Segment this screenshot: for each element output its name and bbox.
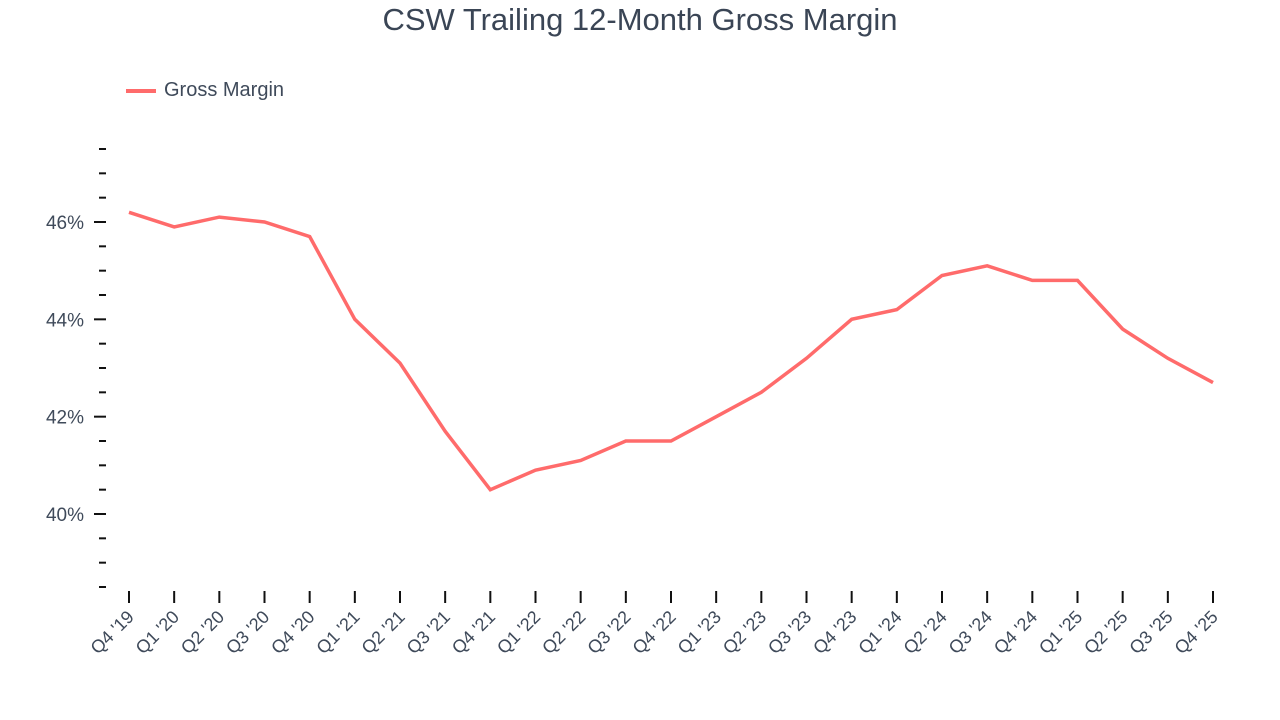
gross-margin-line [128, 210, 1214, 492]
legend-line-swatch-icon [126, 88, 156, 93]
y-tick-label: 46% [46, 213, 84, 234]
y-tick-label: 42% [46, 408, 84, 429]
y-tick-label: 40% [46, 505, 84, 526]
x-tick-label: Q1 '23 [674, 607, 725, 658]
x-tick-label: Q2 '24 [900, 607, 951, 658]
y-tick-label: 44% [46, 310, 84, 331]
x-tick-label: Q3 '24 [945, 607, 996, 658]
x-tick-label: Q2 '21 [358, 607, 409, 658]
x-tick-label: Q2 '25 [1080, 607, 1131, 658]
x-tick-label: Q4 '19 [87, 607, 138, 658]
x-tick-label: Q4 '24 [990, 607, 1041, 658]
x-tick-label: Q3 '20 [222, 607, 273, 658]
x-tick-label: Q3 '22 [583, 607, 634, 658]
x-tick-label: Q4 '22 [629, 607, 680, 658]
x-tick-label: Q2 '23 [719, 607, 770, 658]
chart-title: CSW Trailing 12-Month Gross Margin [382, 2, 898, 37]
legend-label: Gross Margin [164, 79, 285, 101]
y-axis: 40% 42% 44% 46% [46, 148, 106, 588]
x-tick-label: Q4 '25 [1171, 607, 1222, 658]
x-tick-label: Q2 '22 [538, 607, 589, 658]
x-tick-label: Q3 '23 [764, 607, 815, 658]
x-tick-label: Q1 '22 [493, 607, 544, 658]
x-tick-label: Q1 '25 [1035, 607, 1086, 658]
legend: Gross Margin [126, 79, 284, 102]
x-tick-label: Q1 '21 [312, 607, 363, 658]
x-tick-label: Q4 '21 [448, 607, 499, 658]
x-tick-label: Q1 '20 [132, 607, 183, 658]
x-tick-label: Q4 '20 [267, 607, 318, 658]
x-tick-label: Q1 '24 [854, 607, 905, 658]
x-tick-label: Q2 '20 [177, 607, 228, 658]
x-tick-label: Q3 '25 [1125, 607, 1176, 658]
plot-area [128, 210, 1214, 492]
x-tick-label: Q4 '23 [809, 607, 860, 658]
x-tick-label: Q3 '21 [403, 607, 454, 658]
